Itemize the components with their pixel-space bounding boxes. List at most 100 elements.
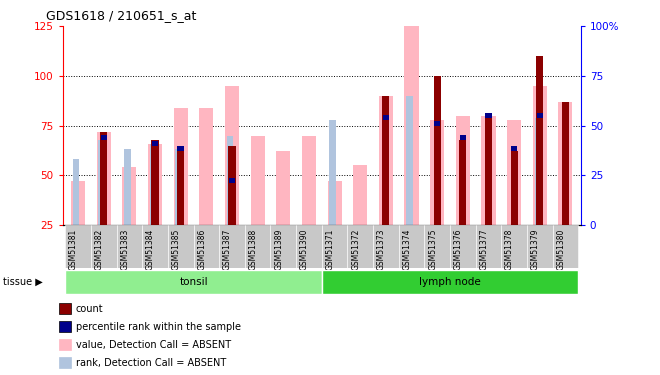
Text: count: count <box>76 304 104 314</box>
Text: lymph node: lymph node <box>419 277 481 287</box>
Bar <box>321 225 347 268</box>
Bar <box>379 96 393 225</box>
Text: GSM51377: GSM51377 <box>479 228 488 270</box>
Bar <box>321 270 578 294</box>
Bar <box>527 225 552 268</box>
Bar <box>271 225 296 268</box>
Bar <box>481 116 496 225</box>
Bar <box>533 86 547 225</box>
Bar <box>150 144 156 225</box>
Bar <box>148 144 162 225</box>
Text: GSM51390: GSM51390 <box>300 228 309 270</box>
Text: value, Detection Call = ABSENT: value, Detection Call = ABSENT <box>76 340 231 350</box>
Bar <box>277 152 290 225</box>
Bar <box>511 147 517 152</box>
Text: GSM51378: GSM51378 <box>505 228 514 270</box>
Bar <box>193 225 219 268</box>
Bar <box>228 146 236 225</box>
Text: rank, Detection Call = ABSENT: rank, Detection Call = ABSENT <box>76 358 226 368</box>
Bar <box>353 165 367 225</box>
Bar <box>459 140 467 225</box>
Text: GSM51382: GSM51382 <box>95 228 104 270</box>
Bar <box>450 225 476 268</box>
Bar <box>177 152 184 225</box>
Bar <box>456 116 470 225</box>
Bar <box>459 135 466 140</box>
Text: GSM51376: GSM51376 <box>454 228 463 270</box>
Bar <box>98 140 105 225</box>
Bar <box>229 178 235 183</box>
Text: GSM51380: GSM51380 <box>556 228 566 270</box>
Bar <box>434 76 441 225</box>
Bar <box>507 120 521 225</box>
Bar <box>382 96 389 225</box>
Text: GSM51387: GSM51387 <box>223 228 232 270</box>
Bar <box>245 225 271 268</box>
Bar <box>71 181 85 225</box>
Bar <box>424 225 450 268</box>
Bar <box>168 225 193 268</box>
Bar <box>73 159 79 225</box>
Bar <box>122 167 137 225</box>
Bar <box>302 136 316 225</box>
Bar <box>124 150 131 225</box>
Bar <box>552 225 578 268</box>
Text: GSM51388: GSM51388 <box>249 228 257 270</box>
Bar <box>152 141 158 146</box>
Bar <box>476 225 502 268</box>
Bar <box>399 225 424 268</box>
Bar <box>373 225 399 268</box>
Bar <box>100 135 107 140</box>
Bar <box>178 147 184 152</box>
Bar <box>329 120 336 225</box>
Bar <box>219 225 245 268</box>
Bar <box>65 270 321 294</box>
Text: GSM51385: GSM51385 <box>172 228 181 270</box>
Text: GSM51375: GSM51375 <box>428 228 437 270</box>
Text: GSM51379: GSM51379 <box>531 228 540 270</box>
Bar <box>537 113 543 118</box>
Bar <box>383 115 389 120</box>
Text: GSM51373: GSM51373 <box>377 228 386 270</box>
Bar <box>251 136 265 225</box>
Bar <box>91 225 117 268</box>
Text: GSM51384: GSM51384 <box>146 228 155 270</box>
Bar <box>405 26 418 225</box>
Bar <box>142 225 168 268</box>
Text: tissue ▶: tissue ▶ <box>3 277 43 287</box>
Text: GSM51374: GSM51374 <box>403 228 412 270</box>
Bar <box>117 225 142 268</box>
Bar <box>65 225 91 268</box>
Bar <box>176 150 182 225</box>
Text: GSM51371: GSM51371 <box>325 228 335 270</box>
Bar <box>485 113 492 118</box>
Text: GDS1618 / 210651_s_at: GDS1618 / 210651_s_at <box>46 9 197 22</box>
Bar <box>347 225 373 268</box>
Bar <box>327 181 342 225</box>
Text: GSM51389: GSM51389 <box>275 228 283 270</box>
Text: GSM51372: GSM51372 <box>351 228 360 270</box>
Bar <box>296 225 321 268</box>
Text: GSM51386: GSM51386 <box>197 228 207 270</box>
Text: GSM51381: GSM51381 <box>69 228 78 270</box>
Bar <box>502 225 527 268</box>
Bar <box>434 121 440 126</box>
Text: percentile rank within the sample: percentile rank within the sample <box>76 322 241 332</box>
Bar <box>227 136 233 225</box>
Text: tonsil: tonsil <box>180 277 208 287</box>
Bar <box>199 108 213 225</box>
Bar <box>151 140 158 225</box>
Bar <box>562 102 569 225</box>
Bar <box>225 86 239 225</box>
Bar <box>536 56 543 225</box>
Bar <box>535 118 541 225</box>
Bar <box>511 152 517 225</box>
Bar <box>558 102 572 225</box>
Bar <box>96 132 111 225</box>
Text: GSM51383: GSM51383 <box>120 228 129 270</box>
Bar <box>407 96 412 225</box>
Bar <box>430 120 444 225</box>
Bar <box>485 118 492 225</box>
Bar <box>174 108 187 225</box>
Bar <box>100 132 108 225</box>
